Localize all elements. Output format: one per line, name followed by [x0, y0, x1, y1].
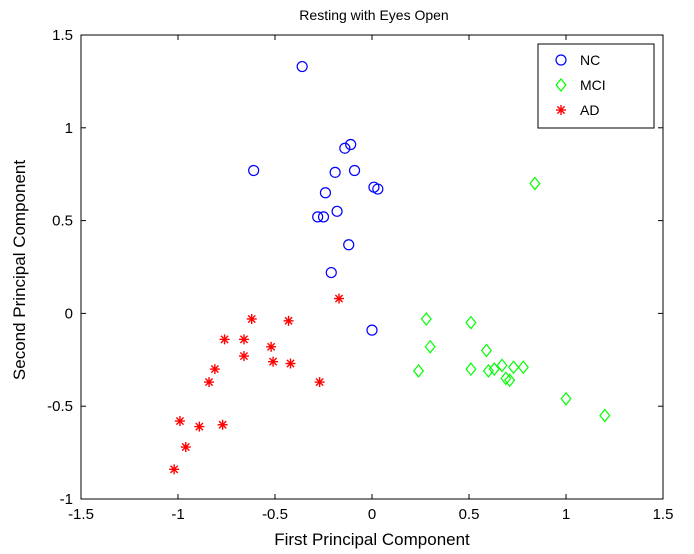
x-tick-label: -1	[171, 506, 184, 523]
y-axis-label: Second Principal Component	[10, 160, 29, 380]
data-point-mci	[517, 360, 529, 375]
x-tick-label: 0.5	[459, 506, 480, 523]
data-point-ad	[334, 293, 345, 304]
series-mci	[412, 176, 611, 423]
data-point-mci	[465, 315, 477, 330]
y-tick-label: -1	[60, 491, 73, 508]
data-point-mci	[500, 371, 512, 386]
data-point-mci	[420, 312, 432, 326]
y-axis-ticks: -1 -0.5 0 0.5 1 1.5	[47, 27, 663, 508]
legend-marker-mci	[555, 78, 567, 92]
x-tick-label: 0	[368, 506, 376, 523]
data-point-ad	[204, 377, 215, 388]
data-point-nc	[339, 142, 351, 154]
chart-title: Resting with Eyes Open	[299, 7, 448, 23]
data-point-ad	[209, 364, 220, 375]
series-nc	[248, 60, 384, 336]
data-point-mci	[488, 362, 500, 377]
y-tick-label: -0.5	[47, 398, 73, 415]
x-axis-label: First Principal Component	[274, 530, 470, 549]
data-point-mci	[465, 362, 477, 377]
data-point-ad	[285, 358, 296, 369]
data-point-nc	[319, 187, 332, 199]
data-point-mci	[508, 360, 520, 375]
data-point-mci	[504, 373, 516, 388]
x-tick-label: 1.5	[653, 506, 674, 523]
data-point-ad	[194, 421, 205, 432]
data-point-ad	[314, 377, 325, 388]
data-point-ad	[268, 356, 279, 367]
y-tick-label: 0.5	[52, 213, 73, 230]
x-axis-ticks: -1.5 -1 -0.5 0 0.5 1 1.5	[68, 35, 673, 523]
data-markers	[169, 60, 611, 475]
legend-label-mci: MCI	[580, 77, 606, 93]
data-point-nc	[312, 211, 324, 223]
data-point-ad	[180, 442, 191, 453]
x-tick-label: -0.5	[262, 506, 288, 523]
data-point-nc	[345, 138, 357, 151]
data-point-nc	[296, 60, 308, 73]
data-point-mci	[412, 363, 425, 378]
legend-marker-ad	[556, 105, 566, 115]
data-point-ad	[283, 315, 294, 326]
data-point-ad	[219, 334, 230, 345]
y-tick-label: 1	[65, 120, 73, 137]
y-tick-label: 0	[65, 305, 73, 322]
data-point-nc	[343, 239, 355, 251]
data-point-nc	[317, 211, 330, 223]
data-point-ad	[174, 416, 185, 427]
data-point-mci	[482, 363, 494, 378]
data-point-mci	[480, 343, 493, 358]
data-point-ad	[246, 313, 257, 324]
data-point-mci	[560, 391, 572, 406]
x-tick-label: -1.5	[68, 506, 94, 523]
data-point-ad	[238, 351, 249, 362]
data-point-nc	[366, 324, 378, 336]
data-point-ad	[217, 419, 228, 430]
data-point-mci	[496, 358, 508, 373]
data-point-ad	[169, 464, 180, 475]
data-point-nc	[372, 183, 384, 195]
legend-label-nc: NC	[580, 52, 600, 68]
data-point-mci	[599, 408, 611, 423]
x-tick-label: 1	[562, 506, 570, 523]
y-tick-label: 1.5	[52, 27, 73, 44]
data-point-mci	[529, 176, 541, 191]
legend: NC MCI AD	[537, 43, 655, 129]
legend-label-ad: AD	[580, 102, 599, 118]
data-point-mci	[424, 339, 436, 354]
data-point-nc	[331, 205, 343, 217]
series-ad	[169, 293, 345, 475]
data-point-nc	[329, 166, 341, 178]
legend-marker-nc	[555, 54, 567, 66]
data-point-ad	[238, 334, 249, 345]
data-point-nc	[325, 266, 337, 279]
data-point-nc	[348, 164, 361, 177]
data-point-ad	[266, 341, 277, 352]
data-point-nc	[248, 164, 260, 177]
